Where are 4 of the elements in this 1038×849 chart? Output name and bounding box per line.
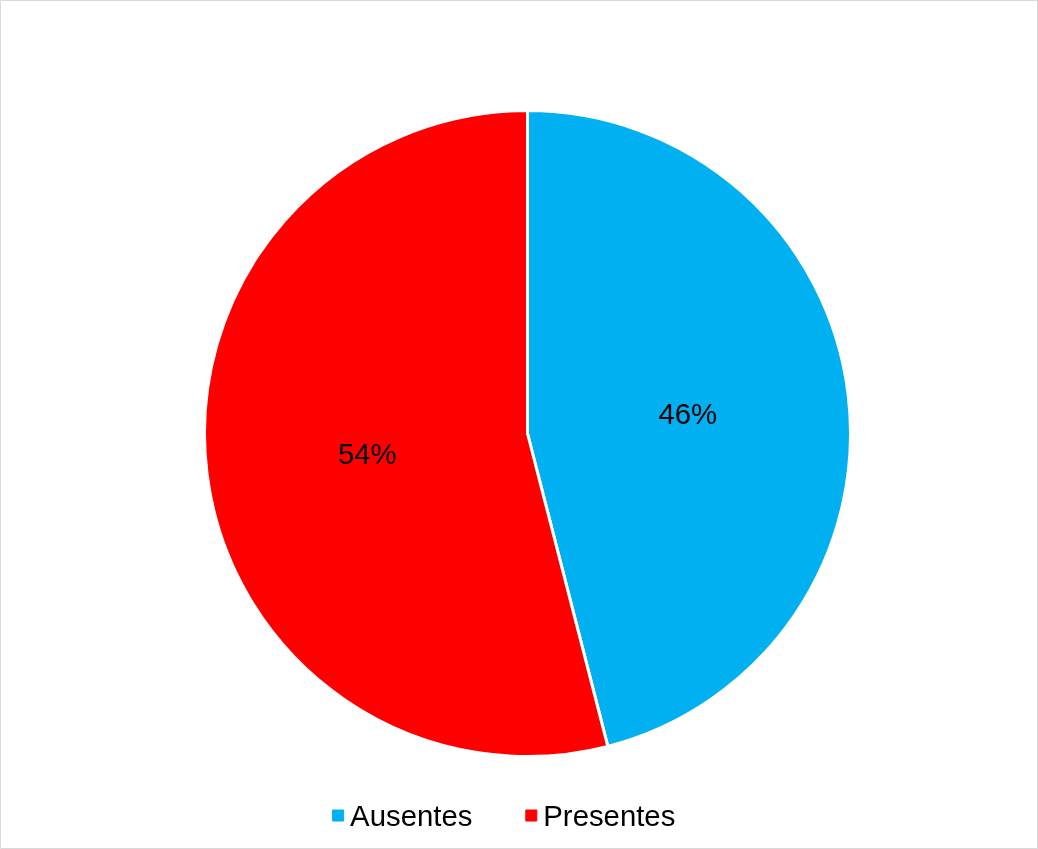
- legend-label: Ausentes: [350, 799, 473, 832]
- data-label: 54%: [337, 437, 397, 471]
- legend-label: Presentes: [543, 799, 676, 832]
- data-label: 46%: [658, 396, 718, 430]
